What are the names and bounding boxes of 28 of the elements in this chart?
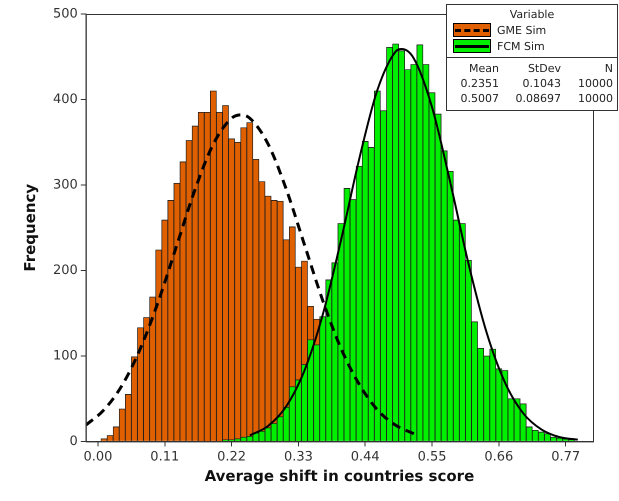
annotation: 0.2351 bbox=[460, 77, 499, 90]
x-tick-label: 0.44 bbox=[350, 450, 380, 465]
x-tick-label: 0.77 bbox=[551, 450, 580, 465]
y-tick-label: 200 bbox=[52, 262, 78, 278]
annotation: 0.08697 bbox=[514, 92, 561, 105]
y-tick-label: 0 bbox=[70, 434, 78, 449]
text: N bbox=[604, 62, 613, 75]
x-tick-label: 0.11 bbox=[150, 450, 180, 465]
annotation: StDev bbox=[526, 62, 561, 75]
x-tick-label: 0.33 bbox=[284, 450, 313, 465]
annotation: 0.1043 bbox=[522, 77, 561, 90]
legend-title: Variable bbox=[508, 7, 556, 22]
annotation: Mean bbox=[468, 62, 499, 75]
y-tick-label: 100 bbox=[52, 348, 78, 364]
x-axis-title: Average shift in countries score bbox=[204, 466, 474, 485]
x-tick-label: 0.22 bbox=[217, 450, 246, 465]
legend-label: FCM Sim bbox=[497, 40, 545, 52]
y-tick-label: 300 bbox=[52, 177, 78, 192]
x-tick-label: 0.00 bbox=[83, 450, 112, 465]
y-axis-title: Frequency bbox=[20, 184, 39, 272]
x-tick-label: 0.55 bbox=[418, 450, 447, 465]
annotation: 0.5007 bbox=[460, 92, 499, 105]
annotation: 10000 bbox=[577, 92, 613, 105]
x-tick-label: 0.66 bbox=[484, 450, 514, 465]
y-tick-label: 400 bbox=[52, 92, 78, 107]
y-tick-label: 500 bbox=[52, 6, 78, 22]
legend-label: GME Sim bbox=[497, 24, 546, 36]
annotation: 10000 bbox=[577, 77, 613, 90]
